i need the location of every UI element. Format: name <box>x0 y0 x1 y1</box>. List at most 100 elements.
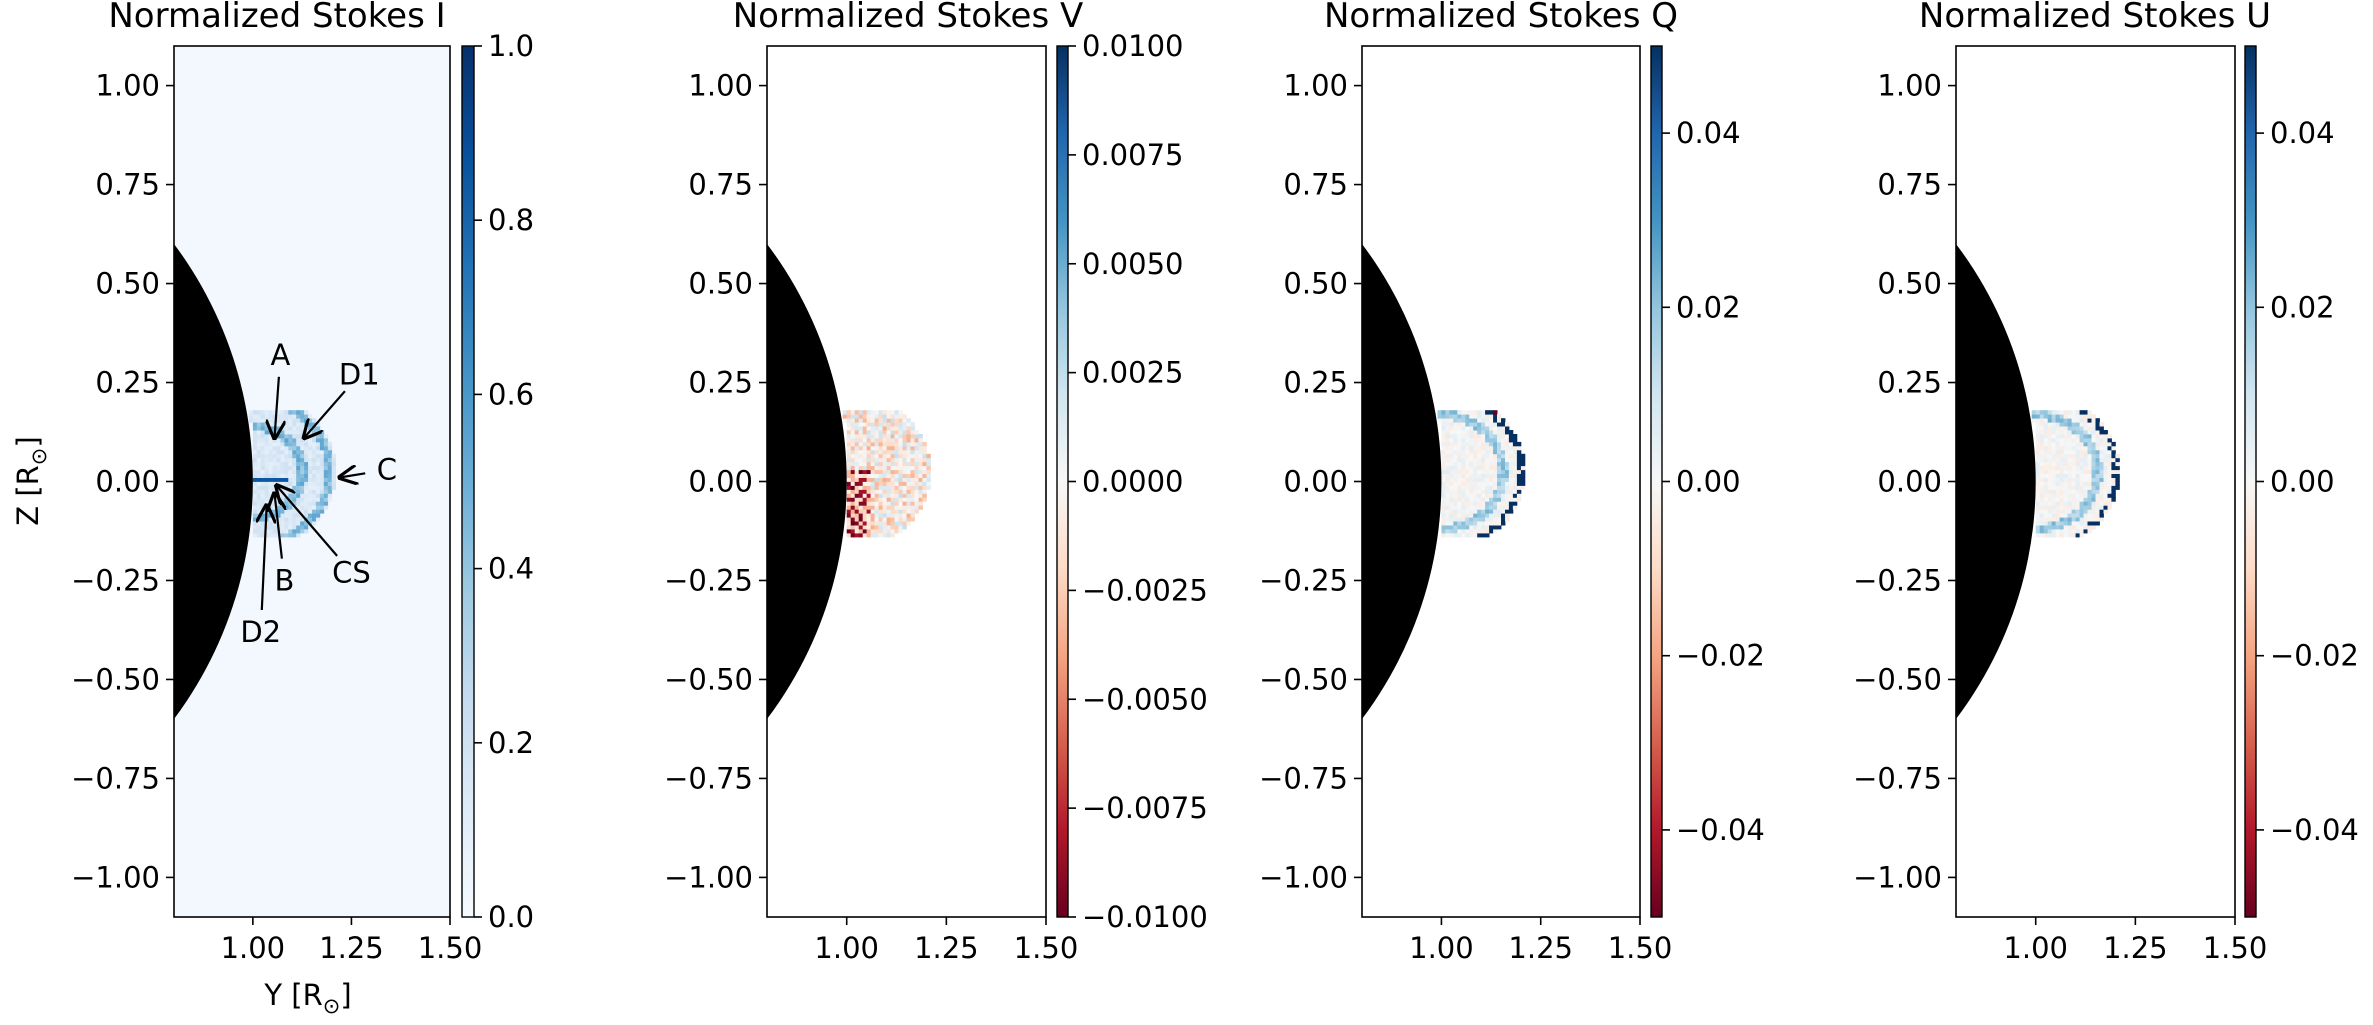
heatmap-cell <box>1469 414 1474 419</box>
heatmap-cell <box>2055 529 2060 534</box>
heatmap-cell <box>878 410 883 415</box>
heatmap-cell <box>886 457 891 463</box>
heatmap-cell <box>2035 509 2041 514</box>
heatmap-cell <box>2047 430 2053 435</box>
heatmap-cell <box>1449 453 1454 459</box>
heatmap-cell <box>308 477 313 482</box>
heatmap-cell <box>315 489 321 494</box>
heatmap-cell <box>1497 445 1502 451</box>
heatmap-cell <box>252 501 258 506</box>
heatmap-cell <box>1453 441 1458 447</box>
heatmap-cell <box>252 449 258 455</box>
heatmap-cell <box>2115 473 2120 478</box>
heatmap-cell <box>2043 497 2049 502</box>
heatmap-cell <box>264 410 269 415</box>
heatmap-cell <box>252 441 258 447</box>
heatmap-cell <box>2071 497 2076 502</box>
heatmap-cell <box>910 461 915 467</box>
heatmap-cell <box>308 489 313 494</box>
heatmap-cell <box>319 469 325 474</box>
heatmap-cell <box>866 481 871 486</box>
heatmap-cell <box>2071 414 2076 419</box>
heatmap-cell <box>315 497 321 502</box>
heatmap-cell <box>272 453 277 459</box>
heatmap-cell <box>2051 410 2057 415</box>
heatmap-cell <box>2107 449 2112 455</box>
heatmap-cell <box>866 438 871 443</box>
heatmap-cell <box>1457 489 1462 494</box>
heatmap-cell <box>2075 529 2080 534</box>
heatmap-cell <box>327 465 333 471</box>
heatmap-cell <box>850 489 856 494</box>
heatmap-cell <box>926 457 931 463</box>
heatmap-cell <box>327 497 333 502</box>
y-tick-label: −1.00 <box>1259 860 1348 894</box>
heatmap-cell <box>1453 453 1458 459</box>
heatmap-cell <box>2079 493 2084 498</box>
heatmap-cell <box>252 525 258 530</box>
heatmap-cell <box>2079 465 2084 471</box>
heatmap-cell <box>910 477 915 482</box>
heatmap-cell <box>288 485 293 490</box>
y-tick-label: 1.00 <box>688 69 753 103</box>
heatmap-cell <box>878 430 883 435</box>
heatmap-cell <box>1473 493 1478 498</box>
heatmap-cell <box>1457 473 1462 478</box>
heatmap-cell <box>315 477 321 482</box>
heatmap-cell <box>292 521 297 526</box>
heatmap-cell <box>846 445 852 451</box>
heatmap-cell <box>894 434 899 439</box>
heatmap-cell <box>1512 461 1518 467</box>
colorbar-tick-label: 0.04 <box>1676 116 1741 150</box>
heatmap-cell <box>2051 438 2057 443</box>
heatmap-cell <box>312 501 317 506</box>
heatmap-cell <box>2071 469 2076 474</box>
heatmap-cell <box>1505 477 1510 482</box>
heatmap-cell <box>898 430 903 435</box>
heatmap-cell <box>1485 410 1490 415</box>
heatmap-cell <box>1445 473 1450 478</box>
annotation-arrow <box>304 390 346 438</box>
heatmap-cell <box>2095 441 2100 447</box>
heatmap-cell <box>280 465 285 471</box>
heatmap-cell <box>1445 505 1450 510</box>
heatmap-cell <box>327 493 333 498</box>
colorbar-tick-label: 0.0050 <box>1082 247 1183 281</box>
heatmap-cell <box>315 434 321 439</box>
heatmap-cell <box>252 477 258 482</box>
heatmap-cell <box>858 469 864 474</box>
heatmap-cell <box>902 501 907 506</box>
heatmap-cell <box>1477 489 1482 494</box>
heatmap-cell <box>878 485 883 490</box>
heatmap-cell <box>1461 426 1466 431</box>
heatmap-cell <box>2095 481 2100 486</box>
heatmap-cell <box>256 414 262 419</box>
heatmap-cell <box>2043 430 2049 435</box>
heatmap-cell <box>882 457 887 463</box>
heatmap-cell <box>2043 501 2049 506</box>
heatmap-cell <box>890 497 895 502</box>
heatmap-cell <box>1497 453 1502 459</box>
heatmap-cell <box>319 477 325 482</box>
heatmap-cell <box>1485 461 1490 467</box>
heatmap-cell <box>300 509 305 514</box>
heatmap-cell <box>2063 481 2068 486</box>
heatmap-cell <box>304 493 309 498</box>
heatmap-cell <box>866 501 871 506</box>
heatmap-cell <box>2107 497 2112 502</box>
heatmap-cell <box>2067 485 2072 490</box>
heatmap-cell <box>890 418 895 423</box>
heatmap-cell <box>2051 529 2057 534</box>
heatmap-cell <box>252 533 258 538</box>
heatmap-cell <box>1469 477 1474 482</box>
heatmap-cell <box>2059 434 2064 439</box>
heatmap-cell <box>2111 477 2116 482</box>
heatmap-cell <box>918 477 923 482</box>
heatmap-cell <box>252 493 258 498</box>
y-tick-label: 0.00 <box>1877 465 1942 499</box>
heatmap-cell <box>2083 430 2088 435</box>
heatmap-cell <box>292 418 297 423</box>
heatmap-cell <box>1485 493 1490 498</box>
heatmap-cell <box>1469 533 1474 538</box>
heatmap-cell <box>2095 521 2100 526</box>
